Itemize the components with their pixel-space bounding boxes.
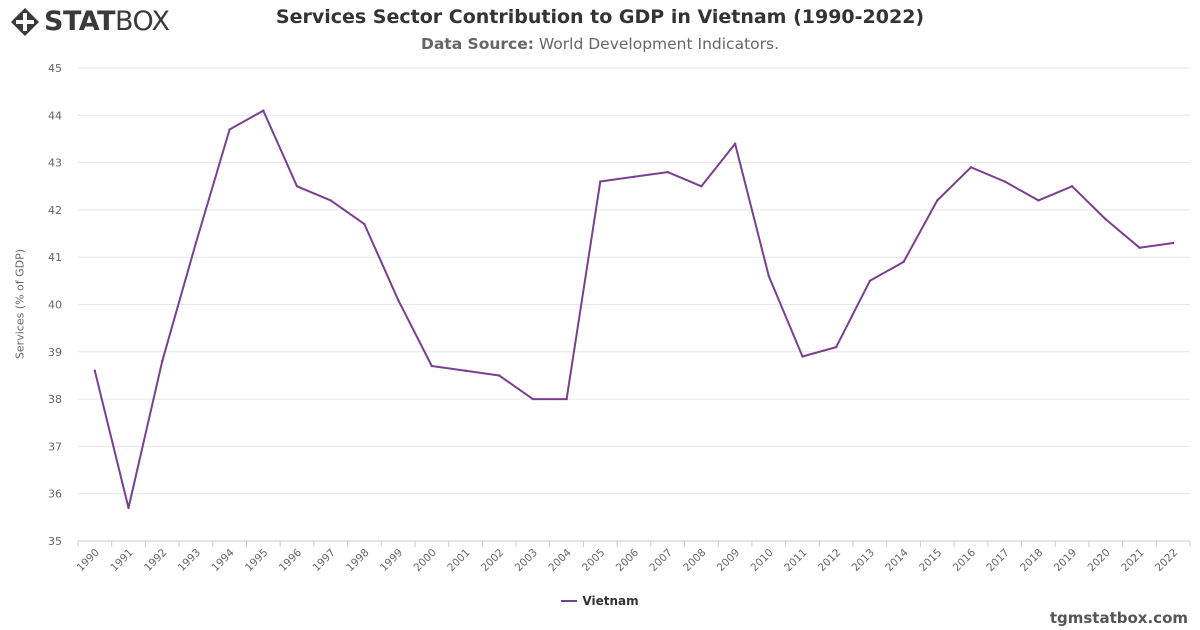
data-point — [363, 222, 366, 226]
chart-title: Services Sector Contribution to GDP in V… — [275, 6, 925, 28]
data-point — [868, 279, 872, 283]
x-tick-label: 1990 — [75, 547, 102, 574]
data-point — [1037, 199, 1040, 202]
x-tick-label: 2007 — [647, 547, 674, 574]
data-point — [1003, 180, 1006, 183]
data-point — [801, 355, 804, 358]
data-point — [700, 185, 703, 188]
x-tick-label: 1994 — [209, 546, 237, 574]
data-point — [194, 241, 198, 245]
x-tick-label: 2006 — [614, 546, 642, 574]
x-tick-label: 2013 — [850, 547, 877, 574]
legend-item-vietnam[interactable]: Vietnam — [582, 594, 639, 608]
diamond-cross-icon — [11, 8, 39, 36]
data-point — [295, 185, 299, 188]
y-tick-label: 38 — [48, 393, 62, 406]
x-tick-label: 2004 — [546, 546, 574, 574]
footer-site[interactable]: tgmstatbox.com — [1049, 609, 1188, 627]
x-tick-label: 1997 — [310, 547, 337, 574]
x-tick-label: 2012 — [816, 547, 843, 574]
data-point — [93, 369, 97, 372]
series-line-vietnam — [93, 109, 1174, 509]
y-tick-label: 41 — [48, 251, 62, 264]
x-tick-label: 2019 — [1052, 547, 1079, 574]
y-tick-label: 37 — [48, 440, 62, 453]
x-tick-label: 1996 — [277, 546, 305, 574]
data-point — [632, 175, 636, 178]
x-tick-label: 2014 — [883, 546, 911, 574]
y-tick-label: 36 — [48, 488, 62, 501]
data-point — [464, 369, 467, 372]
data-point — [936, 199, 939, 202]
brand-light: BOX — [114, 6, 170, 37]
x-tick-label: 2005 — [580, 547, 607, 574]
y-tick-label: 40 — [48, 299, 62, 312]
y-tick-label: 45 — [48, 62, 62, 75]
data-point — [262, 109, 265, 112]
data-point — [733, 142, 737, 145]
x-tick-label: 2017 — [984, 547, 1011, 574]
data-point — [1070, 185, 1074, 188]
y-tick-label: 44 — [48, 109, 62, 122]
y-tick-label: 42 — [48, 204, 62, 217]
data-point — [666, 170, 669, 174]
legend-swatch — [561, 600, 578, 602]
x-tick-label: 1993 — [176, 547, 203, 574]
x-tick-label: 2002 — [479, 547, 506, 574]
x-tick-label: 2016 — [951, 546, 979, 574]
x-tick-label: 2011 — [782, 547, 809, 574]
y-tick-label: 43 — [48, 157, 62, 170]
y-tick-label: 39 — [48, 346, 62, 359]
data-point — [767, 274, 770, 278]
x-tick-label: 1998 — [344, 547, 371, 574]
x-tick-label: 2001 — [445, 547, 472, 574]
x-tick-label: 2021 — [1119, 547, 1146, 574]
x-tick-label: 2015 — [917, 547, 944, 574]
data-point — [1104, 218, 1107, 221]
data-point — [127, 506, 130, 510]
data-point — [902, 260, 905, 264]
y-tick-label: 35 — [48, 535, 62, 548]
source-value: World Development Indicators. — [538, 35, 780, 53]
data-point — [1138, 246, 1141, 249]
x-tick-label: 2022 — [1153, 547, 1180, 574]
data-point — [834, 345, 838, 349]
x-tick-label: 2018 — [1018, 547, 1045, 574]
statbox-logo[interactable]: STATBOX — [10, 6, 178, 38]
brand-name: STATBOX — [44, 7, 170, 37]
data-point — [1171, 241, 1175, 245]
x-tick-label: 2000 — [412, 547, 439, 574]
data-point — [565, 397, 568, 401]
x-tick-label: 1999 — [378, 547, 405, 574]
data-point — [161, 360, 164, 363]
data-point — [329, 199, 332, 202]
data-point — [531, 397, 535, 401]
data-point — [599, 180, 602, 183]
x-tick-label: 1991 — [108, 547, 135, 574]
data-point — [396, 298, 400, 301]
x-tick-label: 2003 — [513, 547, 540, 574]
x-tick-label: 1992 — [142, 547, 169, 574]
data-point — [430, 364, 434, 368]
x-tick-label: 2010 — [749, 547, 776, 574]
source-label: Data Source: — [420, 35, 534, 53]
x-tick-label: 2020 — [1085, 547, 1112, 574]
brand-bold: STAT — [44, 6, 115, 37]
chart-subtitle: Data Source: World Development Indicator… — [0, 35, 1200, 53]
x-tick-label: 2008 — [681, 547, 708, 574]
data-point — [498, 374, 501, 377]
data-point — [969, 166, 973, 169]
x-tick-label: 2009 — [715, 547, 742, 574]
data-point — [228, 128, 231, 131]
x-tick-label: 1995 — [243, 547, 270, 574]
legend[interactable]: Vietnam — [0, 594, 1200, 608]
